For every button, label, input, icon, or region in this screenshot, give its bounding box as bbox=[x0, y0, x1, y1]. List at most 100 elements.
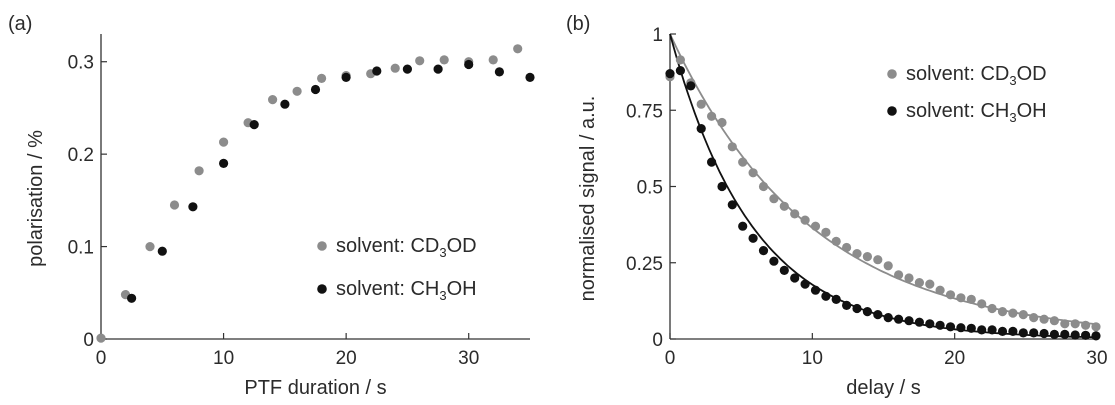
x-axis-label: PTF duration / s bbox=[244, 377, 386, 399]
data-point-cd3od bbox=[987, 303, 997, 314]
data-point-ch3oh bbox=[1029, 328, 1039, 338]
data-point-cd3od bbox=[1039, 314, 1049, 324]
panel-a: (a) 0 10 20 30 0 0.1 0.2 0.3 PTF duration / s pola… bbox=[8, 13, 535, 399]
data-point-ch3oh bbox=[914, 317, 925, 327]
data-point-ch3oh bbox=[402, 64, 412, 74]
data-point-ch3oh bbox=[769, 256, 779, 266]
data-point-ch3oh bbox=[494, 67, 504, 77]
data-point-cd3od bbox=[268, 95, 278, 105]
data-point-ch3oh bbox=[810, 285, 821, 295]
data-point-cd3od bbox=[169, 200, 180, 210]
data-point-ch3oh bbox=[904, 316, 914, 326]
data-point-ch3oh bbox=[800, 279, 810, 289]
data-point-ch3oh bbox=[842, 300, 852, 310]
data-point-cd3od bbox=[883, 261, 893, 271]
data-point-cd3od bbox=[513, 44, 523, 54]
data-point-ch3oh bbox=[956, 323, 966, 333]
data-point-ch3oh bbox=[748, 233, 758, 243]
data-point-ch3oh bbox=[372, 66, 382, 76]
data-point-ch3oh bbox=[852, 303, 862, 314]
data-point-cd3od bbox=[769, 194, 779, 204]
data-point-ch3oh bbox=[707, 157, 717, 167]
data-point-cd3od bbox=[415, 56, 425, 66]
data-point-ch3oh bbox=[997, 326, 1008, 336]
data-point-cd3od bbox=[96, 333, 106, 343]
data-point-ch3oh bbox=[727, 200, 737, 210]
data-point-cd3od bbox=[997, 307, 1008, 317]
data-point-ch3oh bbox=[665, 69, 675, 79]
data-point-ch3oh bbox=[790, 273, 800, 283]
data-point-cd3od bbox=[1060, 319, 1070, 329]
data-point-ch3oh bbox=[433, 64, 443, 74]
data-point-cd3od bbox=[317, 73, 327, 83]
legend-marker bbox=[887, 69, 897, 79]
data-point-ch3oh bbox=[821, 291, 831, 301]
data-point-cd3od bbox=[862, 252, 873, 262]
data-point-cd3od bbox=[779, 201, 789, 211]
data-point-ch3oh bbox=[1091, 331, 1101, 341]
data-point-ch3oh bbox=[280, 99, 290, 109]
data-point-ch3oh bbox=[873, 310, 883, 320]
data-point-cd3od bbox=[758, 181, 769, 192]
legend-label: solvent: CD3OD bbox=[336, 235, 477, 260]
y-tick-label: 0.1 bbox=[68, 238, 94, 259]
data-point-cd3od bbox=[945, 290, 956, 300]
data-point-cd3od bbox=[800, 215, 810, 225]
legend-label: solvent: CH3OH bbox=[336, 278, 477, 303]
data-point-ch3oh bbox=[738, 221, 748, 231]
y-tick-label: 0.2 bbox=[68, 145, 94, 166]
data-point-ch3oh bbox=[525, 72, 535, 82]
data-point-ch3oh bbox=[717, 181, 727, 192]
data-point-cd3od bbox=[675, 55, 686, 65]
y-tick-label: 0 bbox=[83, 330, 94, 351]
x-tick-label: 30 bbox=[458, 348, 479, 369]
data-point-cd3od bbox=[1070, 319, 1080, 329]
data-point-cd3od bbox=[1018, 310, 1028, 320]
data-point-cd3od bbox=[956, 293, 966, 303]
data-point-ch3oh bbox=[945, 322, 956, 332]
data-point-cd3od bbox=[738, 157, 748, 167]
x-tick-label: 10 bbox=[213, 348, 234, 369]
data-point-cd3od bbox=[873, 255, 883, 265]
data-point-ch3oh bbox=[831, 294, 841, 304]
data-point-cd3od bbox=[194, 166, 204, 176]
legend: solvent: CD3OD solvent: CH3OH bbox=[887, 63, 1047, 125]
data-point-cd3od bbox=[842, 242, 852, 253]
x-tick-label: 20 bbox=[944, 348, 965, 369]
data-point-ch3oh bbox=[935, 320, 945, 330]
y-tick-label: 0.5 bbox=[637, 178, 663, 199]
data-point-ch3oh bbox=[249, 120, 259, 130]
data-point-cd3od bbox=[727, 142, 737, 152]
data-point-cd3od bbox=[1029, 313, 1039, 323]
data-point-cd3od bbox=[810, 221, 821, 231]
data-point-ch3oh bbox=[1070, 330, 1080, 340]
data-point-cd3od bbox=[925, 279, 935, 289]
y-axis-label: polarisation / % bbox=[25, 130, 47, 267]
x-tick-label: 30 bbox=[1086, 348, 1107, 369]
data-point-ch3oh bbox=[977, 325, 987, 335]
data-point-ch3oh bbox=[696, 124, 706, 134]
legend: solvent: CD3OD solvent: CH3OH bbox=[317, 235, 477, 303]
data-point-cd3od bbox=[977, 299, 987, 309]
data-point-ch3oh bbox=[464, 59, 474, 70]
data-point-cd3od bbox=[852, 249, 862, 259]
data-point-cd3od bbox=[390, 63, 400, 73]
y-tick-label: 0 bbox=[652, 330, 663, 351]
data-point-cd3od bbox=[1049, 316, 1059, 326]
data-point-cd3od bbox=[914, 278, 925, 288]
data-point-ch3oh bbox=[925, 319, 935, 329]
data-point-cd3od bbox=[439, 55, 449, 65]
data-point-cd3od bbox=[717, 117, 727, 128]
data-point-ch3oh bbox=[310, 84, 321, 95]
legend-label: solvent: CD3OD bbox=[906, 63, 1047, 88]
panel-b: (b) 0 10 20 30 0 0.25 0.5 0.75 1 delay / s normalis… bbox=[566, 13, 1108, 399]
data-point-ch3oh bbox=[341, 72, 351, 82]
data-point-ch3oh bbox=[779, 265, 789, 275]
panel-label: (b) bbox=[566, 13, 590, 35]
x-axis-label: delay / s bbox=[846, 377, 920, 399]
data-point-ch3oh bbox=[188, 202, 198, 212]
data-point-ch3oh bbox=[1018, 328, 1028, 338]
data-point-cd3od bbox=[292, 86, 302, 96]
y-tick-label: 0.3 bbox=[68, 53, 94, 74]
